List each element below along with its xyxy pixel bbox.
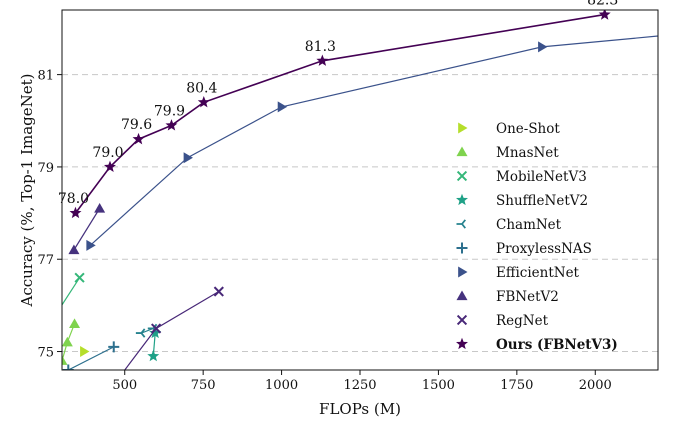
data-label: 78.0 bbox=[58, 191, 89, 207]
series-ours-fbnetv3 bbox=[69, 10, 611, 219]
legend-entry-shufflenetv2: ShuffleNetV2 bbox=[456, 193, 588, 209]
legend-label: MnasNet bbox=[496, 145, 559, 161]
grid-lines bbox=[62, 74, 658, 353]
series-regnet bbox=[89, 286, 224, 416]
legend-marker-chamnet bbox=[456, 219, 467, 229]
point-efficientnet bbox=[277, 101, 288, 113]
legend-label: RegNet bbox=[496, 313, 549, 329]
legend-marker-regnet bbox=[456, 314, 468, 326]
series-mobilenetv3 bbox=[51, 272, 85, 319]
series-line-efficientnet bbox=[89, 35, 658, 246]
series-efficientnet bbox=[86, 35, 658, 251]
data-label: 80.4 bbox=[186, 80, 217, 96]
point-ours-fbnetv3 bbox=[165, 119, 178, 131]
series-one-shot bbox=[80, 346, 90, 358]
legend-label: ProxylessNAS bbox=[496, 241, 592, 257]
x-tick-label: 750 bbox=[191, 378, 216, 393]
legend-label: FBNetV2 bbox=[496, 289, 559, 305]
legend-entry-efficientnet: EfficientNet bbox=[458, 265, 580, 281]
series-line-fbnetv2 bbox=[73, 208, 101, 251]
y-tick-label: 81 bbox=[37, 69, 54, 84]
legend-entry-regnet: RegNet bbox=[456, 313, 549, 329]
data-label: 81.3 bbox=[305, 39, 336, 55]
point-ours-fbnetv3 bbox=[598, 10, 611, 20]
point-ours-fbnetv3 bbox=[69, 206, 82, 219]
point-ours-fbnetv3 bbox=[104, 160, 116, 173]
series-line-proxylessnas bbox=[68, 346, 115, 370]
legend-label: ChamNet bbox=[496, 217, 562, 233]
data-label: 82.3 bbox=[587, 0, 618, 9]
point-mnasnet bbox=[62, 355, 68, 365]
point-regnet bbox=[89, 407, 98, 416]
point-efficientnet bbox=[86, 239, 96, 251]
legend-marker-mnasnet bbox=[456, 146, 468, 157]
point-proxylessnas bbox=[108, 341, 120, 353]
point-fbnetv2 bbox=[94, 202, 106, 213]
legend-label: ShuffleNetV2 bbox=[496, 193, 588, 209]
y-axis-title: Accuracy (%, Top-1 ImageNet) bbox=[18, 74, 36, 308]
legend-marker-shufflenetv2 bbox=[456, 193, 468, 206]
legend-marker-one-shot bbox=[458, 122, 468, 134]
legend-entry-one-shot: One-Shot bbox=[458, 121, 560, 137]
legend-marker-mobilenetv3 bbox=[456, 170, 468, 182]
point-regnet bbox=[213, 286, 224, 297]
y-tick-label: 75 bbox=[37, 346, 54, 361]
point-mobilenetv3 bbox=[74, 272, 85, 283]
legend-entry-mobilenetv3: MobileNetV3 bbox=[456, 169, 587, 185]
legend-label: Ours (FBNetV3) bbox=[496, 337, 618, 353]
legend-entry-chamnet: ChamNet bbox=[456, 217, 562, 233]
axis-ticks: 500 750 1000 1250 1500 1750 2000 75 77 79 81 bbox=[37, 69, 611, 393]
legend-entry-fbnetv2: FBNetV2 bbox=[456, 289, 559, 305]
point-proxylessnas bbox=[62, 364, 74, 370]
x-tick-label: 1250 bbox=[343, 378, 376, 393]
point-chamnet bbox=[135, 328, 146, 338]
legend: One-Shot MnasNet MobileNetV3 ShuffleNetV2 Ch… bbox=[456, 121, 618, 353]
legend-entry-proxylessnas: ProxylessNAS bbox=[456, 241, 592, 257]
series-line-mobilenetv3 bbox=[62, 277, 81, 306]
legend-marker-ours-fbnetv3 bbox=[456, 337, 468, 350]
point-ours-fbnetv3 bbox=[197, 96, 210, 108]
data-label: 79.9 bbox=[154, 103, 185, 119]
point-efficientnet bbox=[183, 152, 193, 164]
legend-entry-mnasnet: MnasNet bbox=[456, 145, 559, 161]
series-shufflenetv2 bbox=[147, 326, 162, 362]
y-tick-label: 77 bbox=[37, 253, 54, 268]
x-tick-label: 1000 bbox=[265, 378, 298, 393]
legend-entry-ours-fbnetv3: Ours (FBNetV3) bbox=[456, 337, 618, 353]
data-label: 79.6 bbox=[121, 117, 152, 133]
point-shufflenetv2 bbox=[147, 349, 160, 362]
series-proxylessnas bbox=[62, 341, 120, 370]
data-label: 79.0 bbox=[92, 145, 123, 161]
x-tick-label: 1500 bbox=[422, 378, 455, 393]
series-fbnetv2 bbox=[68, 202, 106, 255]
legend-label: EfficientNet bbox=[496, 265, 580, 281]
x-tick-label: 500 bbox=[112, 378, 137, 393]
point-fbnetv2 bbox=[68, 244, 80, 255]
point-efficientnet bbox=[538, 41, 548, 53]
data-labels: 78.0 79.0 79.679.980.4 81.3 82.3 bbox=[58, 0, 618, 207]
point-shufflenetv2 bbox=[149, 326, 162, 339]
series-chamnet bbox=[135, 323, 158, 338]
point-regnet bbox=[150, 323, 162, 334]
point-mnasnet bbox=[69, 318, 81, 328]
point-mnasnet bbox=[62, 336, 73, 347]
series-mnasnet bbox=[62, 318, 81, 365]
x-tick-label: 1750 bbox=[500, 378, 533, 393]
y-tick-label: 79 bbox=[37, 161, 54, 176]
point-ours-fbnetv3 bbox=[316, 54, 329, 66]
x-tick-label: 2000 bbox=[579, 378, 612, 393]
legend-marker-fbnetv2 bbox=[456, 290, 468, 301]
legend-marker-proxylessnas bbox=[456, 242, 468, 254]
legend-label: One-Shot bbox=[496, 121, 560, 137]
legend-marker-efficientnet bbox=[458, 266, 468, 278]
point-mobilenetv3 bbox=[51, 310, 60, 319]
x-axis-title: FLOPs (M) bbox=[319, 400, 401, 418]
legend-label: MobileNetV3 bbox=[496, 169, 587, 185]
point-one-shot bbox=[80, 346, 90, 358]
point-ours-fbnetv3 bbox=[132, 132, 145, 145]
series-layer bbox=[51, 10, 658, 416]
